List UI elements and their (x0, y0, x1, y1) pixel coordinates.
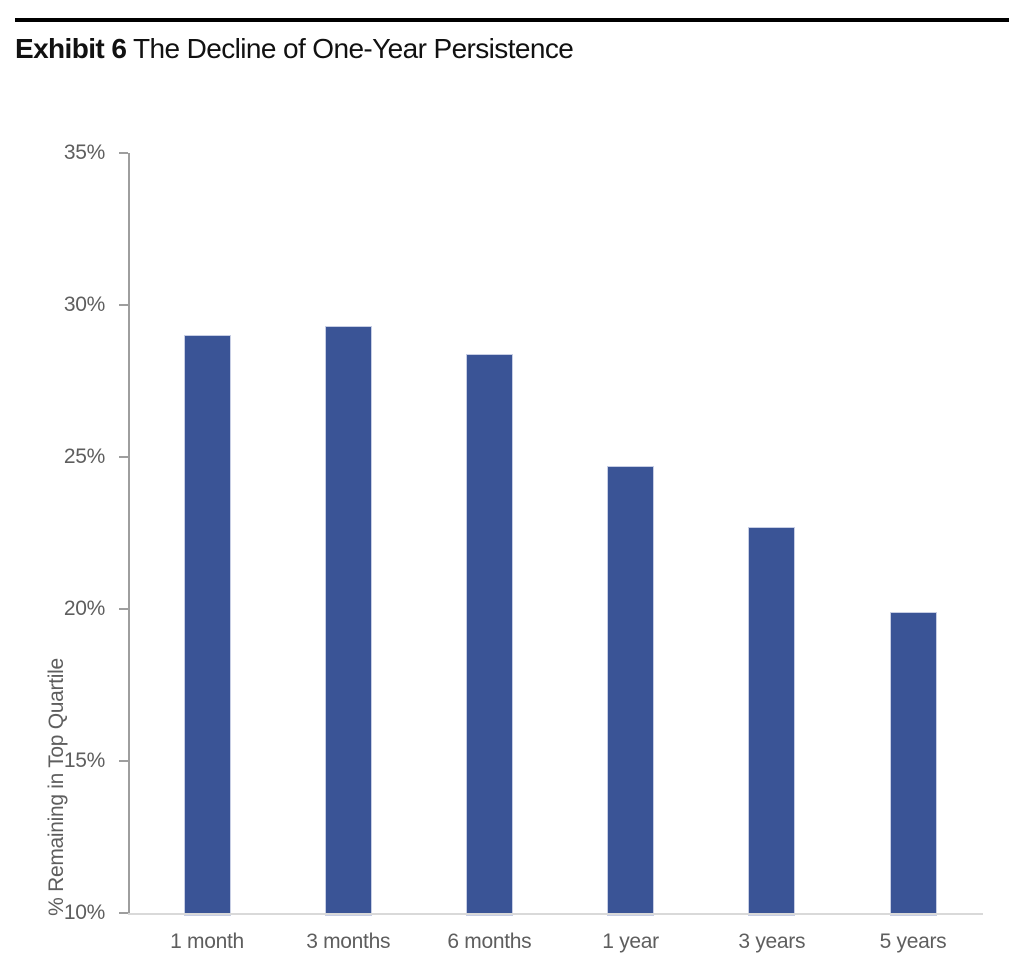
bar-1-month (183, 335, 231, 916)
x-tick-label: 3 years (738, 930, 806, 953)
y-tick-label: 35% (63, 141, 105, 164)
chart-title: Exhibit 6 The Decline of One-Year Persis… (15, 33, 574, 65)
y-tick-label: 10% (63, 901, 105, 924)
x-axis-baseline (128, 913, 983, 915)
y-tick-mark (119, 608, 128, 610)
bar-3-months (324, 326, 372, 916)
y-tick-mark (119, 304, 128, 306)
y-tick-label: 25% (63, 445, 105, 468)
x-tick-label: 1 year (602, 930, 659, 953)
y-tick-mark (119, 912, 128, 914)
y-tick-mark (119, 760, 128, 762)
chart-title-text: The Decline of One-Year Persistence (132, 33, 574, 64)
x-tick-label: 1 month (170, 930, 244, 953)
bar-6-months (465, 353, 513, 916)
y-tick-label: 20% (63, 597, 105, 620)
bar-5-years (889, 612, 937, 916)
y-tick-mark (119, 152, 128, 154)
bar-3-years (748, 526, 796, 916)
y-axis-line (128, 153, 130, 913)
y-tick-label: 15% (63, 749, 105, 772)
y-tick-label: 30% (63, 293, 105, 316)
x-tick-label: 3 months (306, 930, 391, 953)
x-tick-label: 6 months (447, 930, 532, 953)
y-tick-mark (119, 456, 128, 458)
bar-1-year (607, 466, 655, 916)
exhibit-number-label: Exhibit 6 (15, 33, 127, 64)
x-tick-label: 5 years (879, 930, 947, 953)
top-rule (15, 18, 1009, 22)
